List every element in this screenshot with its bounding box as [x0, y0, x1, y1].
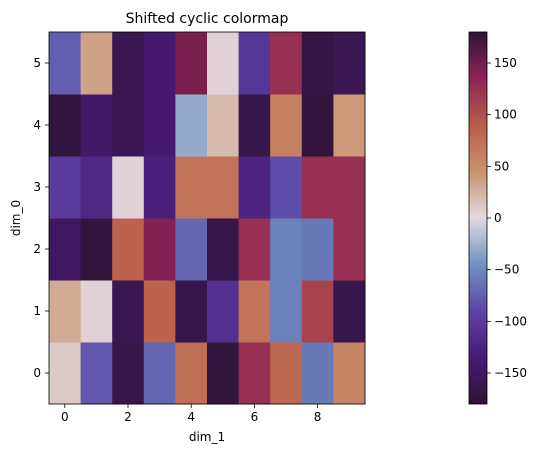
heatmap-cell-r5-c4 [175, 32, 208, 95]
heatmap-cell-r2-c4 [175, 218, 208, 281]
heatmap-cell-r4-c9 [333, 94, 366, 157]
heatmap-cell-r2-c2 [112, 218, 145, 281]
heatmap-cells [49, 32, 366, 405]
heatmap-cell-r5-c6 [238, 32, 271, 95]
heatmap-cell-r3-c8 [301, 156, 334, 219]
heatmap-cell-r5-c2 [112, 32, 145, 95]
heatmap-cell-r3-c0 [49, 156, 82, 219]
y-tick-label: 5 [33, 56, 41, 70]
colorbar-tick-label: −50 [494, 263, 519, 277]
heatmap-cell-r4-c1 [80, 94, 113, 157]
y-tick-label: 0 [33, 366, 41, 380]
heatmap-cell-r2-c5 [207, 218, 240, 281]
heatmap-cell-r1-c4 [175, 280, 208, 343]
colorbar-tick-label: −150 [494, 366, 527, 380]
x-tick-label: 8 [314, 410, 322, 424]
x-tick-label: 6 [251, 410, 259, 424]
heatmap-cell-r3-c6 [238, 156, 271, 219]
heatmap-cell-r5-c7 [270, 32, 303, 95]
heatmap-cell-r0-c7 [270, 342, 303, 405]
heatmap-cell-r3-c9 [333, 156, 366, 219]
heatmap-cell-r0-c2 [112, 342, 145, 405]
heatmap-cell-r3-c7 [270, 156, 303, 219]
heatmap-cell-r5-c8 [301, 32, 334, 95]
heatmap-cell-r0-c3 [143, 342, 176, 405]
heatmap-cell-r3-c2 [112, 156, 145, 219]
x-axis-label: dim_1 [189, 430, 225, 444]
heatmap-cell-r1-c9 [333, 280, 366, 343]
heatmap-cell-r4-c3 [143, 94, 176, 157]
heatmap-cell-r2-c8 [301, 218, 334, 281]
heatmap-cell-r0-c0 [49, 342, 82, 405]
heatmap-cell-r2-c0 [49, 218, 82, 281]
heatmap-cell-r2-c6 [238, 218, 271, 281]
colorbar [469, 32, 487, 404]
heatmap-cell-r2-c9 [333, 218, 366, 281]
heatmap-cell-r4-c6 [238, 94, 271, 157]
heatmap-cell-r0-c4 [175, 342, 208, 405]
heatmap-cell-r2-c7 [270, 218, 303, 281]
heatmap-cell-r0-c6 [238, 342, 271, 405]
heatmap-cell-r3-c3 [143, 156, 176, 219]
heatmap-cell-r4-c0 [49, 94, 82, 157]
x-tick-label: 0 [61, 410, 69, 424]
colorbar-tick-label: −100 [494, 314, 527, 328]
heatmap-cell-r1-c0 [49, 280, 82, 343]
colorbar-tick-label: 50 [494, 159, 509, 173]
y-axis-ticks: 0 1 2 3 4 5 [33, 56, 49, 380]
heatmap-cell-r3-c1 [80, 156, 113, 219]
colorbar-tick-label: 150 [494, 56, 517, 70]
heatmap-cell-r5-c9 [333, 32, 366, 95]
heatmap-cell-r4-c8 [301, 94, 334, 157]
heatmap-cell-r5-c0 [49, 32, 82, 95]
y-tick-label: 1 [33, 304, 41, 318]
heatmap-cell-r5-c3 [143, 32, 176, 95]
heatmap-cell-r0-c5 [207, 342, 240, 405]
colorbar-ticks: 150 100 50 0 −50 −100 −150 [487, 56, 527, 380]
heatmap-cell-r4-c7 [270, 94, 303, 157]
heatmap-cell-r5-c1 [80, 32, 113, 95]
heatmap-cell-r1-c1 [80, 280, 113, 343]
heatmap-cell-r2-c3 [143, 218, 176, 281]
plot-frame [48, 31, 366, 405]
y-tick-label: 4 [33, 118, 41, 132]
heatmap-cell-r5-c5 [207, 32, 240, 95]
heatmap-cell-r0-c8 [301, 342, 334, 405]
heatmap-cell-r1-c7 [270, 280, 303, 343]
x-tick-label: 4 [187, 410, 195, 424]
x-axis-ticks: 0 2 4 6 8 [61, 404, 321, 424]
heatmap-cell-r4-c5 [207, 94, 240, 157]
heatmap-cell-r2-c1 [80, 218, 113, 281]
heatmap-cell-r0-c9 [333, 342, 366, 405]
heatmap-cell-r1-c8 [301, 280, 334, 343]
heatmap-cell-r1-c3 [143, 280, 176, 343]
heatmap-cell-r1-c6 [238, 280, 271, 343]
heatmap-cell-r3-c4 [175, 156, 208, 219]
x-tick-label: 2 [124, 410, 132, 424]
colorbar-tick-label: 0 [494, 211, 502, 225]
chart-title: Shifted cyclic colormap [126, 11, 289, 27]
heatmap-cell-r3-c5 [207, 156, 240, 219]
y-axis-label: dim_0 [9, 200, 23, 236]
y-tick-label: 3 [33, 180, 41, 194]
colorbar-tick-label: 100 [494, 108, 517, 122]
heatmap-cell-r1-c5 [207, 280, 240, 343]
y-tick-label: 2 [33, 242, 41, 256]
heatmap-cell-r4-c4 [175, 94, 208, 157]
heatmap-cell-r0-c1 [80, 342, 113, 405]
heatmap-cell-r4-c2 [112, 94, 145, 157]
heatmap-cell-r1-c2 [112, 280, 145, 343]
